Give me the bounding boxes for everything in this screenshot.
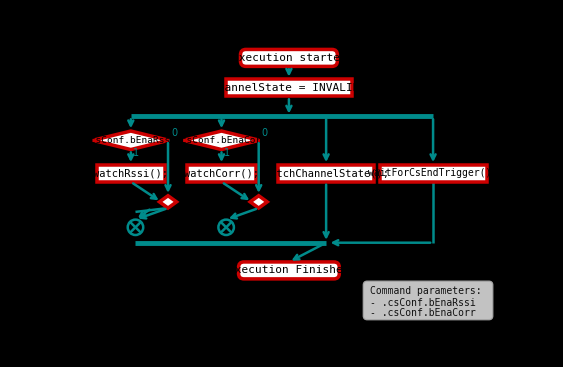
Bar (379, 165, 486, 182)
Text: - .csConf.bEnaRssi: - .csConf.bEnaRssi (369, 298, 475, 308)
Text: 1: 1 (224, 148, 230, 158)
Text: Execution Finished: Execution Finished (228, 265, 350, 275)
Bar (278, 165, 374, 182)
Text: 0: 0 (171, 128, 177, 138)
Text: .csConf.bEnaCorr: .csConf.bEnaCorr (176, 136, 267, 145)
Bar (226, 80, 352, 97)
Polygon shape (184, 131, 260, 149)
FancyBboxPatch shape (239, 262, 339, 279)
Text: Execution started: Execution started (231, 53, 346, 63)
Polygon shape (159, 196, 177, 208)
Text: 1: 1 (133, 148, 139, 158)
FancyBboxPatch shape (240, 50, 337, 66)
Bar (97, 165, 165, 182)
Text: .csConf.bEnaRssi: .csConf.bEnaRssi (85, 136, 177, 145)
Text: watchCorr();: watchCorr(); (184, 168, 259, 178)
Text: - .csConf.bEnaCorr: - .csConf.bEnaCorr (369, 308, 475, 318)
Text: 0: 0 (262, 128, 268, 138)
Polygon shape (250, 196, 267, 208)
Text: Command parameters:: Command parameters: (369, 286, 481, 296)
Text: channelState = INVALID;: channelState = INVALID; (211, 83, 367, 93)
Text: watchRssi();: watchRssi(); (93, 168, 168, 178)
Bar (187, 165, 256, 182)
Polygon shape (93, 131, 169, 149)
Text: waitForCsEndTrigger();: waitForCsEndTrigger(); (368, 168, 498, 178)
FancyBboxPatch shape (363, 281, 493, 320)
Text: watchChannelState();: watchChannelState(); (263, 168, 388, 178)
